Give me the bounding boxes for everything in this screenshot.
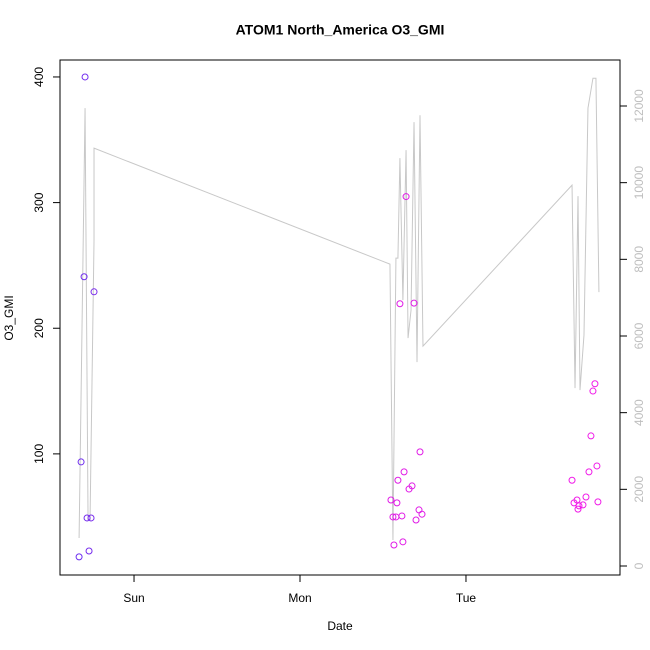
data-point xyxy=(573,496,581,504)
data-point xyxy=(402,193,410,201)
data-point xyxy=(389,513,397,521)
y-tick-label: 200 xyxy=(32,318,46,338)
data-point xyxy=(579,501,587,509)
y2-tick-label: 6000 xyxy=(632,322,646,349)
data-point xyxy=(80,273,88,281)
chart-title: ATOM1 North_America O3_GMI xyxy=(236,22,445,38)
y-tick-label: 100 xyxy=(32,444,46,464)
data-point xyxy=(87,514,95,522)
data-point xyxy=(410,299,418,307)
data-point xyxy=(400,468,408,476)
data-point xyxy=(587,432,595,440)
data-point xyxy=(582,493,590,501)
data-point xyxy=(75,553,83,561)
data-point xyxy=(90,288,98,296)
y-tick-label: 300 xyxy=(32,192,46,212)
x-tick-label: Sun xyxy=(123,591,144,605)
data-point xyxy=(390,541,398,549)
data-point xyxy=(574,505,582,513)
y2-tick-label: 12000 xyxy=(632,89,646,123)
y-axis-label: O3_GMI xyxy=(2,295,16,340)
data-point xyxy=(585,468,593,476)
data-point xyxy=(593,462,601,470)
data-point xyxy=(77,458,85,466)
data-point xyxy=(575,502,583,510)
y2-tick-label: 10000 xyxy=(632,166,646,200)
data-point xyxy=(418,510,426,518)
data-point xyxy=(416,448,424,456)
data-point xyxy=(594,498,602,506)
data-point xyxy=(396,300,404,308)
data-point xyxy=(415,506,423,514)
data-point xyxy=(394,476,402,484)
data-point xyxy=(408,482,416,490)
data-point xyxy=(591,380,599,388)
data-point xyxy=(83,514,91,522)
data-point xyxy=(412,516,420,524)
data-point xyxy=(85,547,93,555)
data-point xyxy=(393,499,401,507)
y2-tick-label: 0 xyxy=(632,562,646,569)
data-line xyxy=(78,77,600,541)
y-tick-label: 400 xyxy=(32,67,46,87)
x-axis-label: Date xyxy=(327,619,353,633)
data-point xyxy=(387,496,395,504)
x-tick-label: Mon xyxy=(288,591,311,605)
data-point xyxy=(399,538,407,546)
data-point xyxy=(568,476,576,484)
data-point xyxy=(589,387,597,395)
y2-tick-label: 2000 xyxy=(632,476,646,503)
data-point xyxy=(398,512,406,520)
plot-frame xyxy=(59,59,621,576)
y2-tick-label: 4000 xyxy=(632,399,646,426)
data-point xyxy=(81,73,89,81)
y2-tick-label: 8000 xyxy=(632,246,646,273)
x-tick-label: Tue xyxy=(456,591,477,605)
